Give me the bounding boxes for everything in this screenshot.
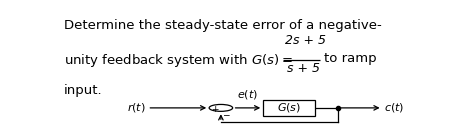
Text: to ramp: to ramp: [324, 52, 376, 65]
Text: $G(s)$: $G(s)$: [277, 101, 301, 114]
Text: $c(t)$: $c(t)$: [384, 101, 405, 114]
Text: −: −: [222, 110, 230, 119]
Text: 2s + 5: 2s + 5: [285, 34, 326, 47]
Text: input.: input.: [64, 84, 102, 97]
Text: $e(t)$: $e(t)$: [237, 88, 258, 101]
Text: +: +: [210, 105, 218, 114]
Text: unity feedback system with $G(s) =$: unity feedback system with $G(s) =$: [64, 52, 292, 69]
Text: s + 5: s + 5: [287, 62, 320, 75]
Bar: [263, 100, 315, 116]
Text: $r(t)$: $r(t)$: [127, 101, 146, 114]
Text: Determine the steady-state error of a negative-: Determine the steady-state error of a ne…: [64, 19, 382, 32]
